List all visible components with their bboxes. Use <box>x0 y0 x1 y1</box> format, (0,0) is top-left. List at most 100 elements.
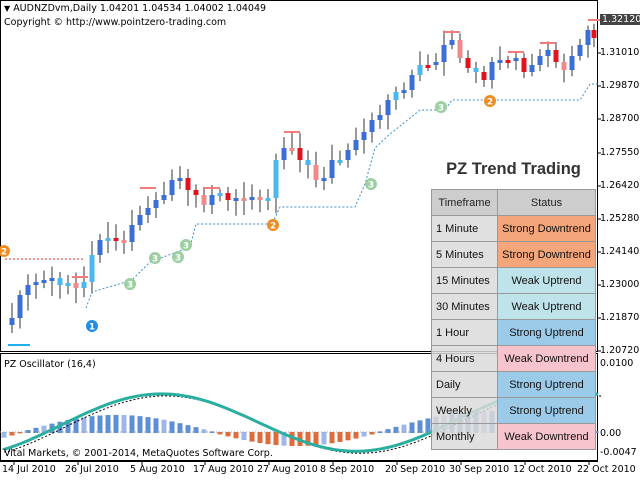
trend-row: 1 Hour Strong Uptrend <box>431 319 596 346</box>
osc-bar <box>425 418 431 433</box>
signal-marker-icon <box>267 219 279 231</box>
candle-body <box>249 197 255 200</box>
osc-bar <box>257 432 263 443</box>
osc-bar <box>73 418 79 433</box>
osc-bar <box>225 432 231 437</box>
candle-body <box>273 160 279 198</box>
candle-body <box>417 65 423 75</box>
osc-bar <box>417 420 423 433</box>
candle-body <box>289 148 295 151</box>
candle-body <box>153 200 159 208</box>
osc-bar <box>321 432 327 445</box>
status-header: Status <box>497 189 596 216</box>
candle-body <box>65 283 71 286</box>
date-tick-label: 26 Jul 2010 <box>65 464 119 475</box>
osc-bar <box>121 415 127 433</box>
price-tick-label: 1.32120 <box>600 14 640 25</box>
candle-body <box>361 132 367 140</box>
osc-bar <box>105 415 111 433</box>
candle-body <box>441 45 447 62</box>
candle-body <box>521 58 527 72</box>
price-tick-label: 1.21870 <box>600 312 640 323</box>
candle-body <box>329 160 335 178</box>
osc-bar <box>153 418 159 433</box>
osc-bar <box>593 431 599 433</box>
signal-marker-label: 3 <box>175 254 181 264</box>
candle-body <box>81 282 87 288</box>
candle-body <box>401 90 407 93</box>
trend-row: 1 Minute Strong Downtrend <box>431 215 596 242</box>
timeframe-cell: 1 Hour <box>431 319 498 346</box>
price-tick-label: 1.28700 <box>600 113 640 124</box>
candle-body <box>161 195 167 200</box>
signal-marker-icon <box>0 245 10 257</box>
signal-marker-label: 2 <box>1 248 7 258</box>
signal-marker-icon <box>435 101 447 113</box>
date-tick-label: 22 Oct 2010 <box>577 464 636 475</box>
osc-bar <box>289 432 295 446</box>
candle-body <box>97 240 103 255</box>
osc-bar <box>177 423 183 433</box>
price-tick-label: 1.25280 <box>600 213 640 224</box>
candle-body <box>297 148 303 160</box>
candle-body <box>513 58 519 61</box>
osc-bar <box>89 416 95 433</box>
timeframe-cell: 15 Minutes <box>431 267 498 294</box>
status-cell: Strong Downtrend <box>497 241 596 268</box>
signal-marker-label: 2 <box>487 98 493 108</box>
symbol-info: ▼ AUDNZDvm,Daily 1.04201 1.04534 1.04002… <box>4 3 267 14</box>
candle-body <box>553 50 559 62</box>
osc-bar <box>281 432 287 446</box>
signal-marker-label: 3 <box>152 255 158 265</box>
osc-bar <box>385 429 391 433</box>
osc-bar <box>337 432 343 442</box>
main-pane-frame <box>0 0 598 352</box>
price-tick-label: 1.26420 <box>600 180 640 191</box>
osc-bar <box>33 427 39 433</box>
date-tick-label: 20 Sep 2010 <box>385 464 446 475</box>
price-tick-label: 1.29870 <box>600 80 640 91</box>
osc-bar <box>169 421 175 433</box>
trend-table: Timeframe Status 1 Minute Strong Downtren… <box>431 189 596 450</box>
candle-body <box>529 65 535 72</box>
candle-body <box>41 280 47 283</box>
trend-row: Monthly Weak Downtrend <box>431 423 596 450</box>
candle-body <box>497 60 503 63</box>
date-tick-label: 12 Oct 2010 <box>513 464 572 475</box>
candle-body <box>177 178 183 181</box>
candle-body <box>17 295 23 318</box>
osc-bar <box>201 429 207 433</box>
osc-bar <box>57 421 63 433</box>
candle-body <box>591 30 597 38</box>
candle-body <box>425 65 431 68</box>
candle-body <box>473 68 479 72</box>
osc-axis-top: 0.0100 <box>600 358 634 369</box>
status-cell: Strong Uptrend <box>497 397 596 424</box>
price-tick-label: 1.23000 <box>600 279 640 290</box>
osc-axis-bottom: -0.0047 <box>600 447 637 458</box>
osc-bar <box>81 417 87 433</box>
candle-body <box>185 178 191 190</box>
candle-body <box>537 56 543 65</box>
status-cell: Weak Downtrend <box>497 345 596 372</box>
date-tick-label: 27 Aug 2010 <box>257 464 318 475</box>
trend-table-header: Timeframe Status <box>431 189 596 216</box>
osc-bar <box>193 427 199 433</box>
osc-bar <box>361 432 367 437</box>
stop-line-blue <box>85 83 598 309</box>
candle-body <box>321 178 327 181</box>
candle-body <box>545 50 551 56</box>
candle-body <box>505 60 511 63</box>
osc-pane-frame <box>0 353 598 461</box>
candle-body <box>145 208 151 215</box>
osc-bar <box>401 424 407 433</box>
osc-axis-zero: 0.00 <box>600 428 622 439</box>
dropdown-triangle-icon[interactable]: ▼ <box>4 4 11 13</box>
date-tick-label: 8 Sep 2010 <box>320 464 375 475</box>
trend-row: 30 Minutes Weak Uptrend <box>431 293 596 320</box>
osc-bar <box>217 432 223 435</box>
osc-bar <box>145 417 151 433</box>
osc-bar <box>345 432 351 441</box>
osc-bar <box>65 420 71 433</box>
osc-bar <box>9 432 15 436</box>
